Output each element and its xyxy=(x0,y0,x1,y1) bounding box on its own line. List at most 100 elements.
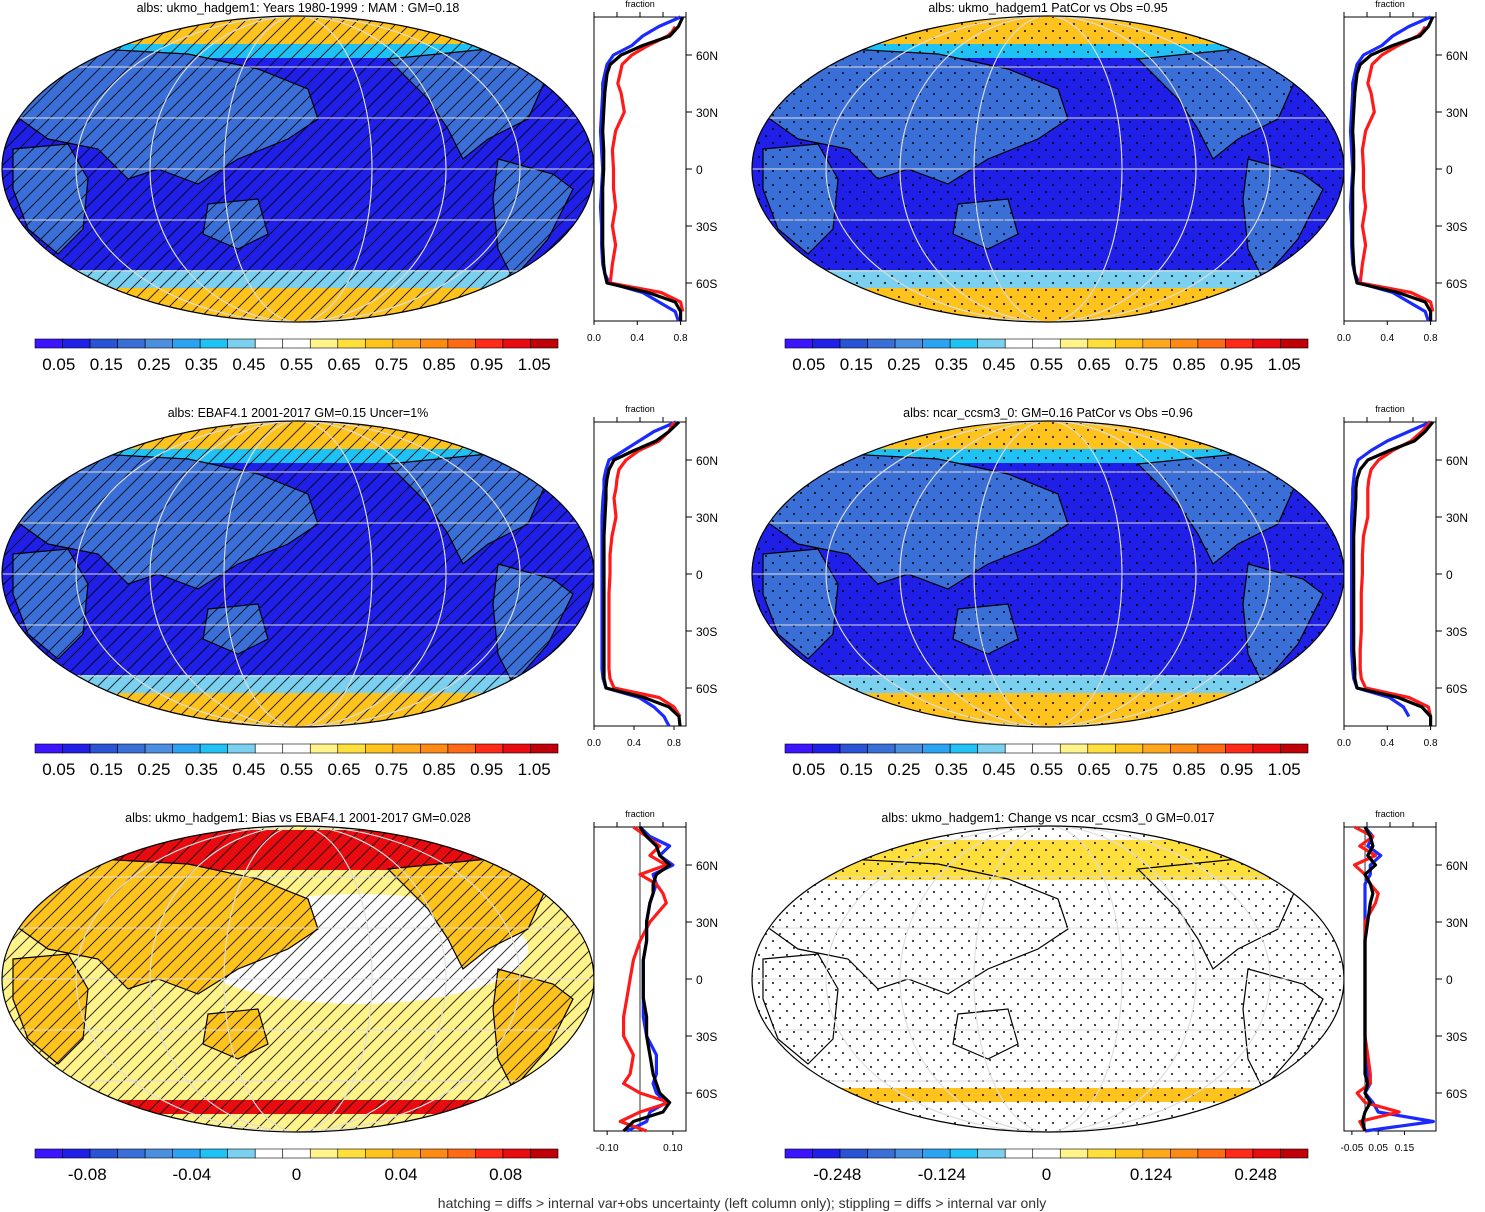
meridian-line xyxy=(223,826,373,1132)
panels: albs: ukmo_hadgem1: Years 1980-1999 : MA… xyxy=(1,0,1468,1184)
colorbar-box xyxy=(392,743,421,754)
x-tick-label: 0.8 xyxy=(667,738,681,749)
significance-overlay xyxy=(752,16,1344,322)
zonal-plot: fraction 0.0 0.4 0.8 60N 30N 0 30S 60S xyxy=(587,0,718,344)
colorbar-label: 0.85 xyxy=(423,355,456,374)
x-tick-label: 0.05 xyxy=(1368,1143,1388,1154)
colorbar-box xyxy=(1087,338,1116,349)
colorbar-box xyxy=(530,743,559,754)
colorbar-box xyxy=(447,743,476,754)
colorbar-box xyxy=(812,1148,841,1159)
panel-title: albs: ukmo_hadgem1: Years 1980-1999 : MA… xyxy=(137,1,460,15)
colorbar-box xyxy=(89,743,118,754)
meridian-line xyxy=(899,16,1197,322)
lat-label: 60N xyxy=(1446,49,1468,63)
zonal-plot: fraction -0.10 0.10 60N 30N 0 30S 60S xyxy=(593,809,718,1154)
colorbar-box xyxy=(867,338,896,349)
colorbar-box xyxy=(1115,1148,1144,1159)
colorbar-label: 0.65 xyxy=(1077,355,1110,374)
lat-label: 30S xyxy=(1446,220,1467,234)
meridian-line xyxy=(899,421,1197,727)
colorbar-box xyxy=(199,743,228,754)
zonal-x-label: fraction xyxy=(625,0,655,9)
colorbar-box xyxy=(199,338,228,349)
zonal-series-2 xyxy=(607,421,682,718)
colorbar-label: 0.85 xyxy=(1173,355,1206,374)
colorbar-box xyxy=(34,338,63,349)
meridian-line xyxy=(825,16,1271,322)
lat-label: 30S xyxy=(696,220,717,234)
colorbar-box xyxy=(282,743,311,754)
colorbar-label: 0.35 xyxy=(935,760,968,779)
zonal-series-1 xyxy=(601,16,685,321)
lat-label: 30N xyxy=(1446,511,1468,525)
colorbar-box xyxy=(502,743,531,754)
meridian-line xyxy=(149,16,447,322)
colorbar-box xyxy=(117,338,146,349)
colorbar-box xyxy=(227,338,256,349)
zonal-series-2 xyxy=(608,25,685,312)
colorbar-label: 0.248 xyxy=(1234,1165,1277,1184)
x-tick-label: 0.4 xyxy=(1380,738,1394,749)
colorbar-box xyxy=(337,743,366,754)
colorbar-box xyxy=(1032,338,1061,349)
colorbar-box xyxy=(475,743,504,754)
colorbar-label: 0.75 xyxy=(1125,355,1158,374)
colorbar-label: 1.05 xyxy=(1268,760,1301,779)
colorbar-box xyxy=(420,743,449,754)
colorbar-label: 0.95 xyxy=(1220,355,1253,374)
colorbar-label: 0.75 xyxy=(375,760,408,779)
panel-title: albs: ukmo_hadgem1: Change vs ncar_ccsm3… xyxy=(881,811,1214,825)
colorbar-box xyxy=(894,743,923,754)
panel-title: albs: EBAF4.1 2001-2017 GM=0.15 Uncer=1% xyxy=(168,406,429,420)
colorbar-box xyxy=(1004,1148,1034,1159)
colorbar-box xyxy=(812,338,841,349)
colorbar-box xyxy=(1197,743,1226,754)
significance-overlay xyxy=(752,826,1344,1132)
colorbar-label: -0.04 xyxy=(173,1165,212,1184)
colorbar-label: 0.35 xyxy=(185,355,218,374)
continent-5 xyxy=(512,433,559,465)
colorbar-box xyxy=(1252,743,1281,754)
colorbar-box xyxy=(922,338,951,349)
colorbar-label: 0.45 xyxy=(982,355,1015,374)
colorbar-box xyxy=(502,338,531,349)
zonal-series-2 xyxy=(1358,25,1435,312)
meridian-line xyxy=(75,421,521,727)
meridian-line xyxy=(75,16,521,322)
colorbar-box xyxy=(949,1148,978,1159)
meridian-line xyxy=(149,826,447,1132)
colorbar-box xyxy=(447,1148,476,1159)
colorbar-box xyxy=(922,743,951,754)
colorbar-label: 0.15 xyxy=(90,355,123,374)
map xyxy=(2,826,594,1132)
x-tick-label: 0.0 xyxy=(587,333,601,344)
colorbar-box xyxy=(867,1148,896,1159)
x-tick-label: 0.10 xyxy=(663,1143,683,1154)
colorbar-label: 0.75 xyxy=(1125,760,1158,779)
colorbar-label: -0.124 xyxy=(918,1165,966,1184)
zonal-x-label: fraction xyxy=(1375,0,1405,9)
colorbar-box xyxy=(1197,338,1226,349)
colorbar-box xyxy=(227,743,256,754)
colorbar-label: 0.35 xyxy=(185,760,218,779)
colorbar-box xyxy=(949,338,978,349)
significance-overlay xyxy=(2,16,594,322)
colorbar-box xyxy=(812,743,841,754)
colorbar-label: 0.15 xyxy=(840,760,873,779)
continent-5 xyxy=(1262,838,1309,870)
colorbar-box xyxy=(475,1148,504,1159)
lat-label: 30S xyxy=(696,1030,717,1044)
panel-2: albs: ukmo_hadgem1 PatCor vs Obs =0.95 0.… xyxy=(751,0,1468,374)
colorbar-box xyxy=(144,338,173,349)
x-tick-label: 0.15 xyxy=(1395,1143,1415,1154)
colorbar-label: 0.45 xyxy=(232,760,265,779)
colorbar-label: 0.25 xyxy=(137,355,170,374)
lat-label: 30S xyxy=(696,625,717,639)
colorbar-box xyxy=(144,1148,173,1159)
colorbar-box xyxy=(1115,743,1144,754)
x-tick-label: 0.0 xyxy=(587,738,601,749)
colorbar-box xyxy=(1142,743,1171,754)
lat-label: 60S xyxy=(1446,1087,1467,1101)
colorbar-box xyxy=(1032,743,1061,754)
